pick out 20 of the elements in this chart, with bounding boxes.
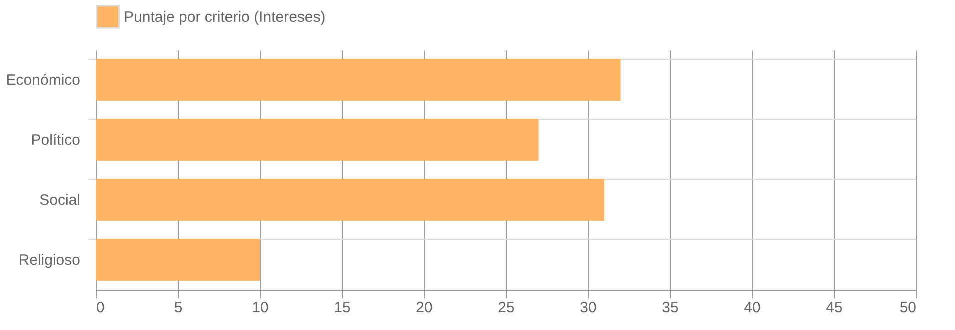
- x-tick-label: 30: [580, 300, 597, 316]
- y-tick-label: Económico: [6, 72, 80, 89]
- x-tick-label: 50: [900, 300, 916, 316]
- bar: [96, 239, 260, 281]
- x-tick-label: 10: [252, 300, 269, 316]
- bar: [96, 59, 621, 101]
- x-tick-label: 20: [416, 300, 433, 316]
- x-tick-label: 0: [96, 300, 105, 316]
- bar: [96, 179, 604, 221]
- x-tick-label: 15: [334, 300, 351, 316]
- y-tick-label: Social: [40, 192, 80, 209]
- legend-label: Puntaje por criterio (Intereses): [124, 9, 326, 26]
- y-tick-label: Político: [31, 132, 80, 149]
- x-tick-label: 35: [662, 300, 679, 316]
- x-tick-label: 5: [174, 300, 183, 316]
- y-tick-label: Religioso: [18, 252, 80, 269]
- x-tick-label: 40: [744, 300, 761, 316]
- x-tick-label: 25: [498, 300, 515, 316]
- bar: [96, 119, 539, 161]
- x-tick-label: 45: [826, 300, 843, 316]
